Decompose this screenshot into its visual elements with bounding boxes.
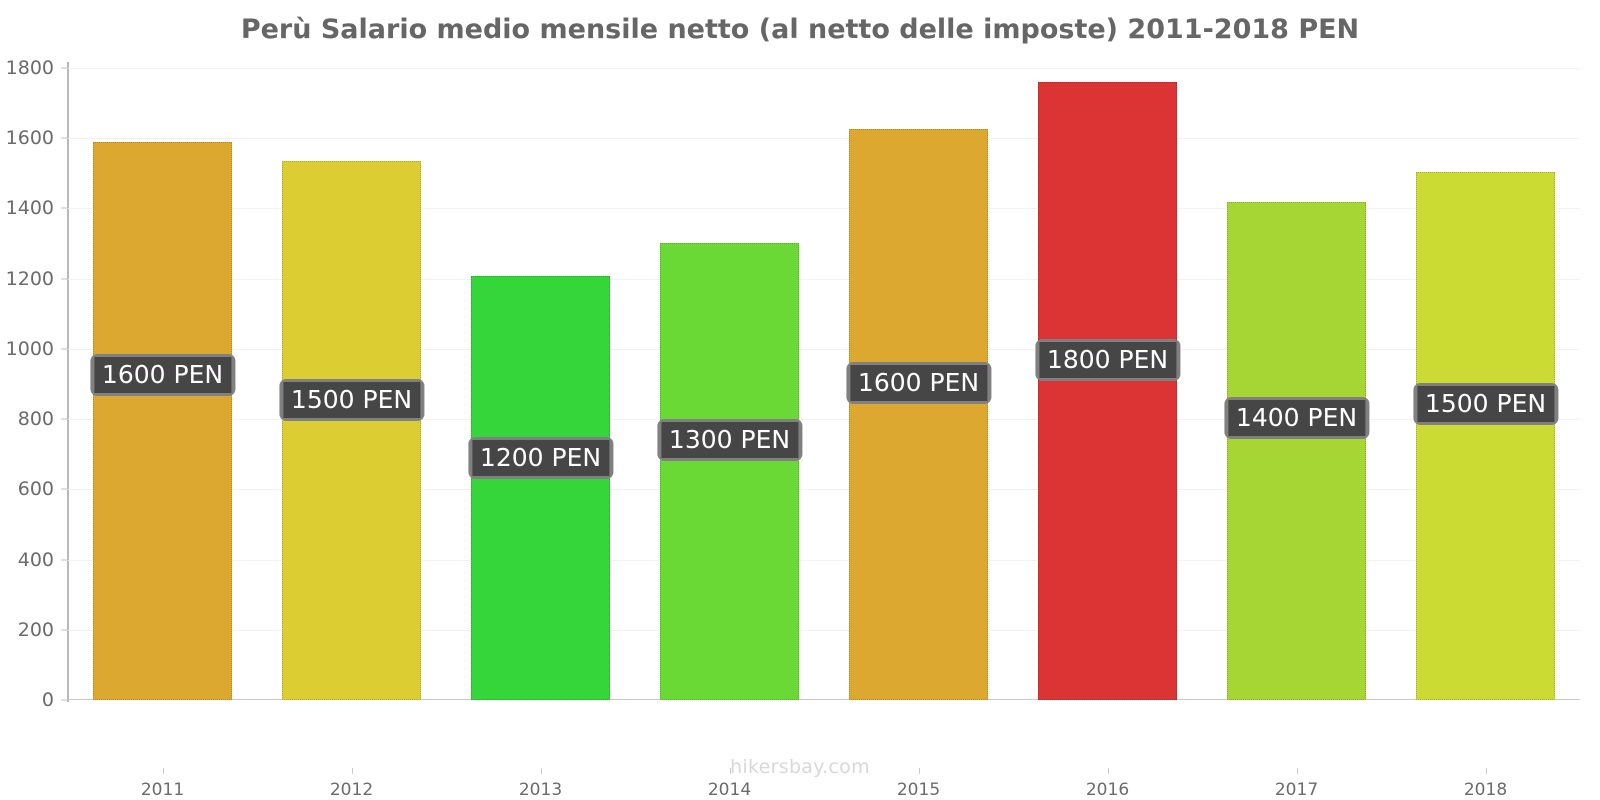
y-axis-tick-label: 200 <box>17 618 54 641</box>
x-axis-tick-mark <box>540 768 542 774</box>
x-axis-tick-mark <box>1107 768 1109 774</box>
x-axis-tick-mark <box>729 768 731 774</box>
bar[interactable] <box>849 129 988 700</box>
bar[interactable] <box>660 242 799 700</box>
x-axis-tick-mark <box>162 768 164 774</box>
y-axis-tick-label: 1000 <box>5 337 54 360</box>
bar[interactable] <box>1227 202 1366 700</box>
gridline <box>68 629 1580 631</box>
bar-value-label: 1200 PEN <box>467 437 614 479</box>
x-axis-line <box>67 699 1580 700</box>
bar-value-label-text: 1500 PEN <box>282 382 421 418</box>
y-axis-tick-mark <box>61 559 68 561</box>
bar-value-label: 1500 PEN <box>278 379 425 421</box>
bar-value-label-text: 1400 PEN <box>1227 400 1366 436</box>
y-axis-tick-label: 1800 <box>5 57 54 79</box>
gridline <box>68 419 1580 421</box>
y-axis-line <box>67 62 69 702</box>
gridline <box>68 489 1580 491</box>
plot-area: 0 200 400 600 800 1000 1200 1400 1600 1800 2011 201… <box>6 57 1580 800</box>
gridline <box>68 559 1580 561</box>
x-axis-tick-label: 2012 <box>329 780 374 800</box>
y-axis-tick-mark <box>61 418 68 420</box>
y-axis-tick-mark <box>61 207 68 209</box>
y-axis-tick-mark <box>61 488 68 490</box>
y-axis-tick-mark <box>61 137 68 139</box>
x-axis-tick-label: 2018 <box>1463 780 1508 800</box>
x-axis-tick-label: 2011 <box>140 780 185 800</box>
bar-value-label-text: 1600 PEN <box>93 357 232 393</box>
bar-value-label: 1600 PEN <box>89 354 236 396</box>
x-axis-tick-mark <box>351 768 353 774</box>
chart-title: Perù Salario medio mensile netto (al net… <box>240 14 1360 45</box>
footer-source: hikersbay.com <box>730 756 870 778</box>
bar[interactable] <box>1038 82 1177 700</box>
bar-value-label: 1300 PEN <box>656 419 803 461</box>
bar-value-label: 1400 PEN <box>1223 397 1370 439</box>
y-axis-tick-label: 800 <box>17 408 54 431</box>
gridline <box>68 278 1580 280</box>
bar-value-label-text: 1500 PEN <box>1416 386 1555 422</box>
y-axis-tick-mark <box>61 67 68 69</box>
x-axis-tick-mark <box>918 768 920 774</box>
bar[interactable] <box>282 161 421 700</box>
y-axis-tick-label: 1400 <box>5 197 54 220</box>
bar-value-label-text: 1600 PEN <box>849 365 988 401</box>
gridline <box>68 138 1580 140</box>
y-axis-tick-label: 600 <box>17 478 54 501</box>
bar-value-label-text: 1300 PEN <box>660 422 799 458</box>
y-axis-tick-label: 0 <box>41 689 54 711</box>
y-axis-tick-mark <box>61 348 68 350</box>
gridline <box>68 208 1580 210</box>
bar[interactable] <box>471 276 610 700</box>
x-axis-tick-label: 2015 <box>896 780 941 800</box>
y-axis-tick-label: 1200 <box>5 267 54 290</box>
x-axis-tick-mark <box>1485 768 1487 774</box>
y-axis-tick-label: 400 <box>17 548 54 571</box>
bar-value-label-text: 1200 PEN <box>471 440 610 476</box>
bar-value-label-text: 1800 PEN <box>1038 342 1177 378</box>
bar-value-label: 1600 PEN <box>845 362 992 404</box>
gridline <box>68 348 1580 350</box>
y-axis-tick-mark <box>61 699 68 701</box>
x-axis-tick-label: 2014 <box>707 780 752 800</box>
bar[interactable] <box>1416 171 1555 700</box>
bar-value-label: 1800 PEN <box>1034 339 1181 381</box>
x-axis-tick-label: 2013 <box>518 780 563 800</box>
y-axis-tick-mark <box>61 629 68 631</box>
x-axis-tick-label: 2017 <box>1274 780 1319 800</box>
y-axis-tick-mark <box>61 278 68 280</box>
bar[interactable] <box>93 141 232 700</box>
gridline <box>68 68 1580 69</box>
x-axis-tick-mark <box>1296 768 1298 774</box>
bar-value-label: 1500 PEN <box>1412 383 1559 425</box>
x-axis-tick-label: 2016 <box>1085 780 1130 800</box>
y-axis-tick-label: 1600 <box>5 127 54 150</box>
